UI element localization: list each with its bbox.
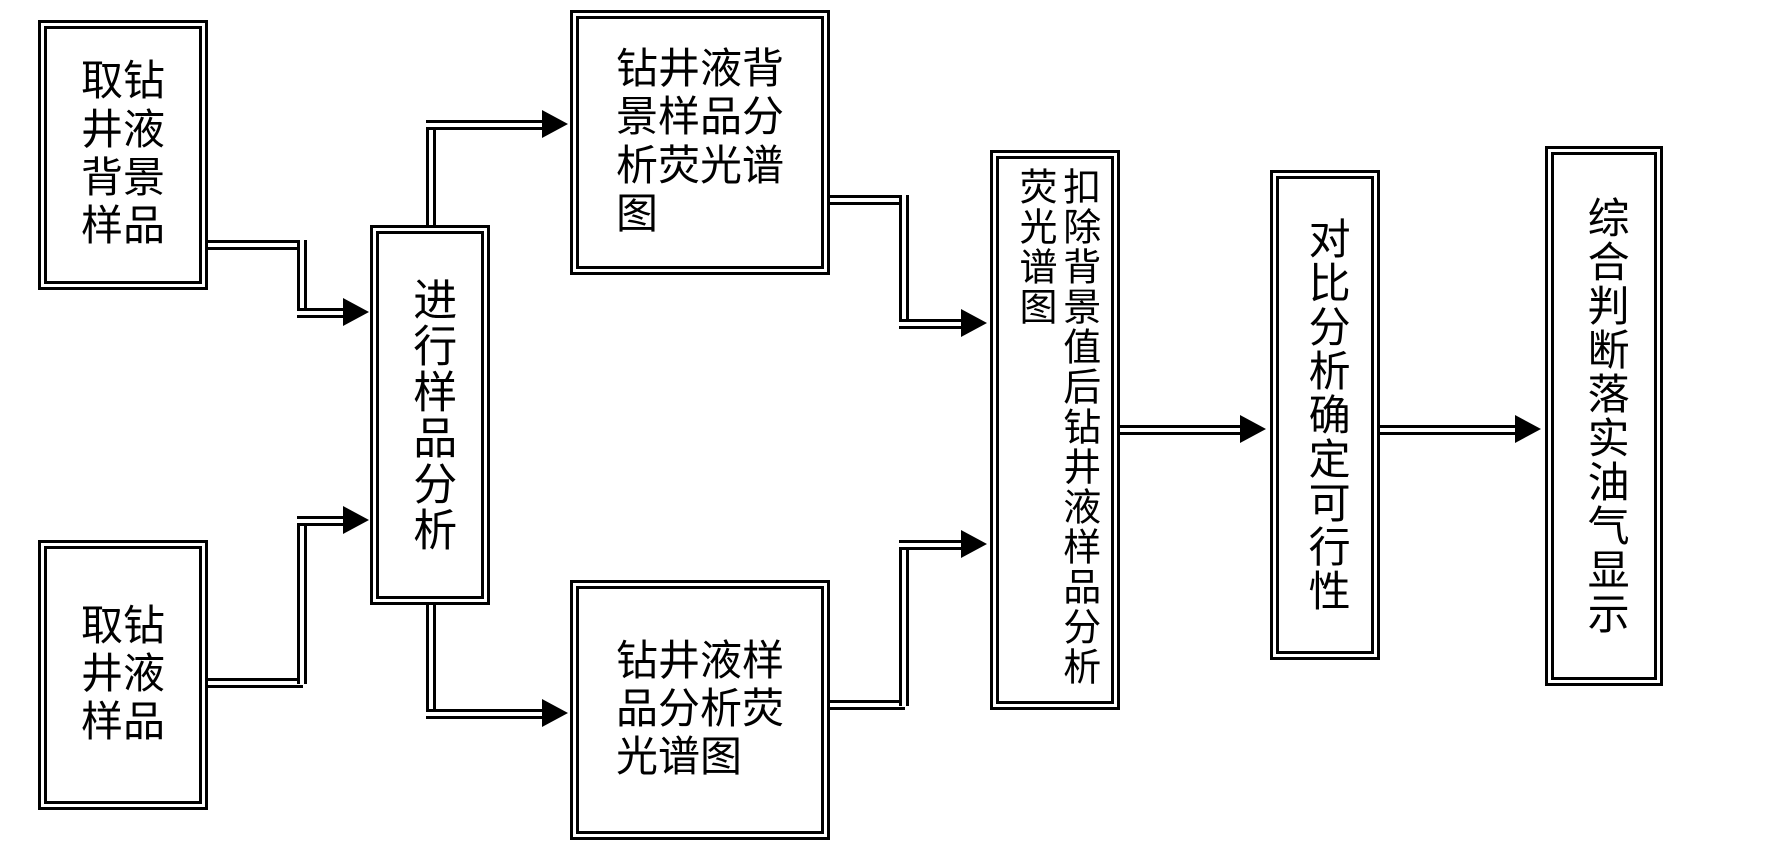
edge-n2-n3-v — [297, 516, 307, 684]
edge-n6-n7-h — [1120, 425, 1242, 435]
node-sample-spectrum: 钻井液样 品分析荧 光谱图 — [570, 580, 830, 840]
node-label: 对比分析确定可行性 — [1301, 217, 1349, 613]
edge-n3-n5-v — [426, 605, 436, 715]
edge-n2-n3-arrow — [343, 506, 369, 534]
node-label: 取钻 井液 背景 样品 — [81, 58, 165, 251]
node-label: 综合判断落实油气显示 — [1580, 196, 1628, 636]
edge-n5-n6-h2 — [899, 540, 963, 550]
node-compare-feasibility: 对比分析确定可行性 — [1270, 170, 1380, 660]
edge-n2-n3-h — [208, 678, 303, 688]
edge-n2-n3-h2 — [297, 516, 345, 526]
edge-n6-n7-arrow — [1240, 415, 1266, 443]
node-background-sample: 取钻 井液 背景 样品 — [38, 20, 208, 290]
edge-n3-n4-h — [426, 120, 544, 130]
edge-n3-n4-v — [426, 120, 436, 225]
node-confirm-show: 综合判断落实油气显示 — [1545, 146, 1663, 686]
node-background-spectrum: 钻井液背 景样品分 析荧光谱 图 — [570, 10, 830, 275]
node-subtracted-spectrum: 扣除背景值后钻井液样品分析荧光谱图 — [990, 150, 1120, 710]
edge-n4-n6-h2 — [899, 319, 963, 329]
edge-n7-n8-h — [1380, 425, 1517, 435]
edge-n4-n6-h — [830, 195, 905, 205]
edge-n1-n3-h2 — [297, 308, 345, 318]
node-label: 钻井液背 景样品分 析荧光谱 图 — [616, 46, 784, 239]
node-label: 钻井液样 品分析荧 光谱图 — [616, 638, 784, 783]
edge-n5-n6-h — [830, 700, 905, 710]
node-label: 进行样品分析 — [405, 277, 456, 553]
edge-n1-n3-h — [208, 240, 303, 250]
node-label: 取钻 井液 样品 — [81, 603, 165, 748]
edge-n4-n6-v — [899, 195, 909, 325]
node-analyze: 进行样品分析 — [370, 225, 490, 605]
edge-n3-n5-h — [426, 709, 544, 719]
node-fluid-sample: 取钻 井液 样品 — [38, 540, 208, 810]
edge-n3-n4-arrow — [542, 110, 568, 138]
edge-n1-n3-v — [297, 240, 307, 314]
node-label: 扣除背景值后钻井液样品分析荧光谱图 — [1011, 167, 1098, 693]
edge-n5-n6-v — [899, 540, 909, 706]
edge-n4-n6-arrow — [961, 309, 987, 337]
edge-n3-n5-arrow — [542, 699, 568, 727]
edge-n1-n3-arrow — [343, 298, 369, 326]
edge-n5-n6-arrow — [961, 530, 987, 558]
edge-n7-n8-arrow — [1515, 415, 1541, 443]
